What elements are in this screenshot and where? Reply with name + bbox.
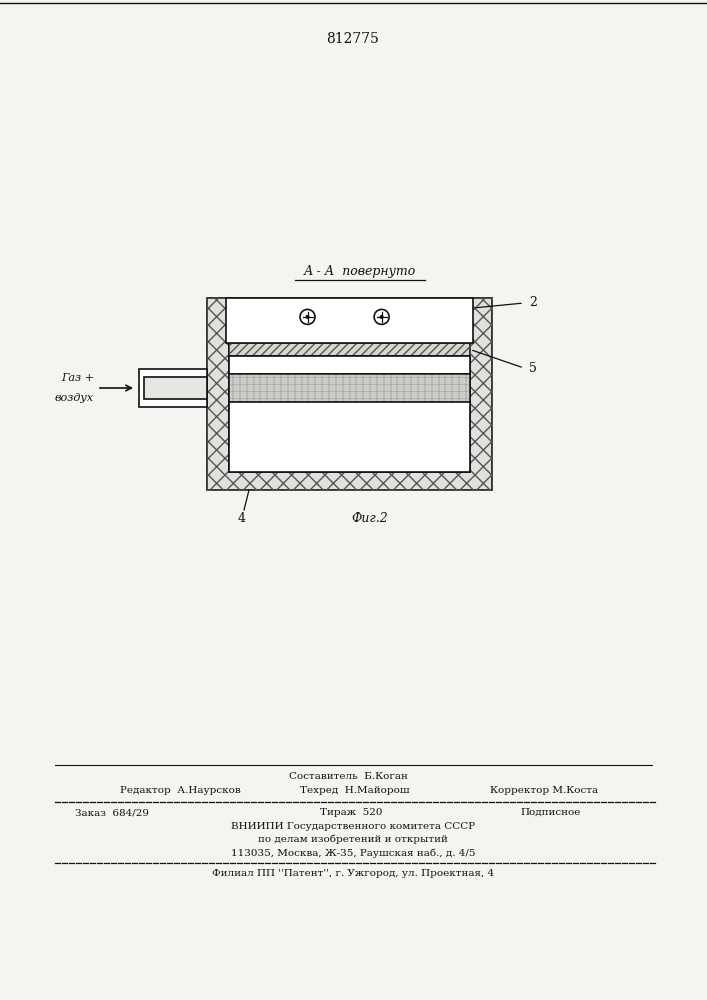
Text: Подписное: Подписное xyxy=(520,808,580,817)
Text: Филиал ПП ''Патент'', г. Ужгород, ул. Проектная, 4: Филиал ПП ''Патент'', г. Ужгород, ул. Пр… xyxy=(212,869,494,878)
Bar xyxy=(139,369,207,407)
Text: Тираж  520: Тираж 520 xyxy=(320,808,382,817)
Text: Корректор М.Коста: Корректор М.Коста xyxy=(490,786,598,795)
Text: 113035, Москва, Ж-35, Раушская наб., д. 4/5: 113035, Москва, Ж-35, Раушская наб., д. … xyxy=(230,848,475,857)
Text: по делам изобретений и открытий: по делам изобретений и открытий xyxy=(258,835,448,844)
Text: Редактор  А.Наурсков: Редактор А.Наурсков xyxy=(120,786,241,795)
Bar xyxy=(229,320,470,472)
Bar xyxy=(226,298,473,343)
Text: 5: 5 xyxy=(529,361,537,374)
Bar xyxy=(144,377,207,399)
Bar xyxy=(229,343,470,356)
Text: 2: 2 xyxy=(529,296,537,310)
Text: Заказ  684/29: Заказ 684/29 xyxy=(75,808,149,817)
Text: Техред  Н.Майорош: Техред Н.Майорош xyxy=(300,786,409,795)
Circle shape xyxy=(380,316,383,318)
Text: А - А  повернуто: А - А повернуто xyxy=(304,265,416,278)
Text: Фиг.2: Фиг.2 xyxy=(351,512,388,525)
Text: 812775: 812775 xyxy=(327,32,380,46)
Text: Составитель  Б.Коган: Составитель Б.Коган xyxy=(288,772,407,781)
Bar xyxy=(229,356,470,374)
Bar xyxy=(229,402,470,472)
Text: 4: 4 xyxy=(238,512,246,525)
Bar xyxy=(207,298,492,490)
Bar xyxy=(207,298,492,490)
Text: воздух: воздух xyxy=(55,393,94,403)
Circle shape xyxy=(306,316,309,318)
Bar xyxy=(229,374,470,402)
Text: ВНИИПИ Государственного комитета СССР: ВНИИПИ Государственного комитета СССР xyxy=(231,822,475,831)
Text: Газ +: Газ + xyxy=(61,373,94,383)
Bar xyxy=(229,343,470,356)
